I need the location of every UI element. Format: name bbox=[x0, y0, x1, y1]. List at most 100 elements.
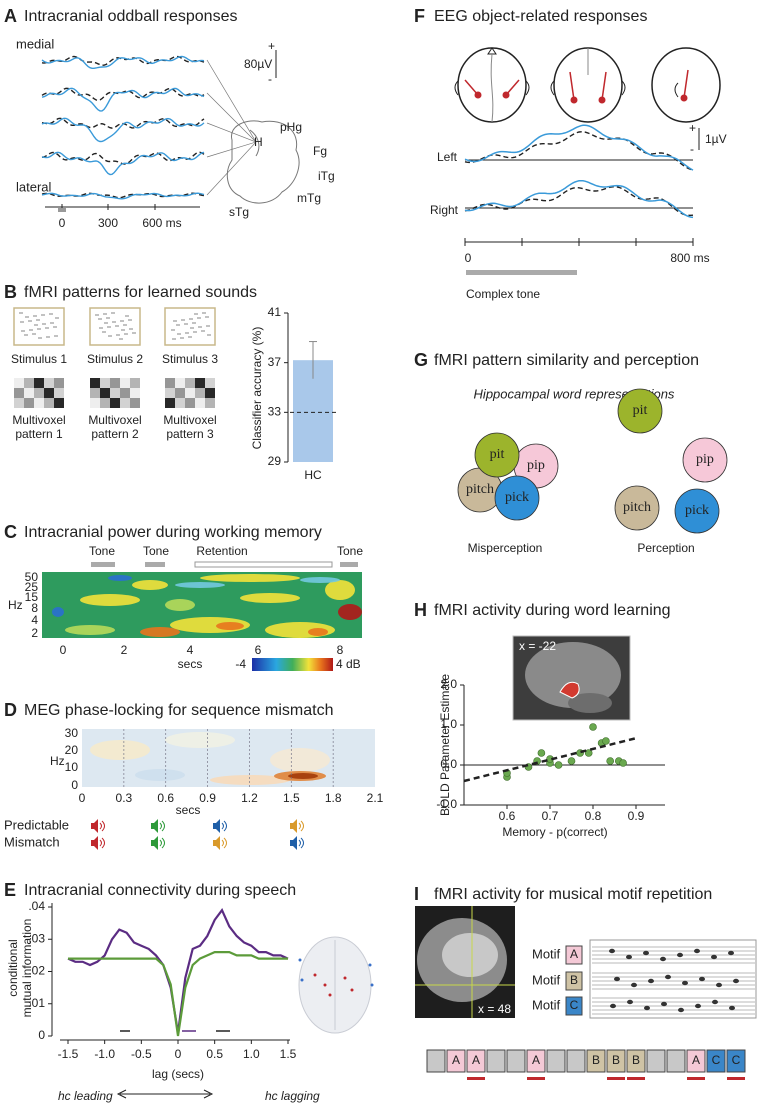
note bbox=[614, 976, 620, 982]
sequence-letter: C bbox=[712, 1053, 721, 1067]
voxel bbox=[44, 398, 54, 408]
speaker-body bbox=[91, 836, 98, 850]
word-circle bbox=[474, 432, 520, 478]
dipole-source bbox=[570, 96, 578, 104]
sequence-letter: A bbox=[692, 1053, 700, 1067]
event-label: Tone bbox=[143, 544, 169, 558]
x-tick-label: 0.6 bbox=[499, 809, 516, 823]
dipole bbox=[683, 69, 689, 99]
electrode-pointer bbox=[206, 92, 257, 143]
colorbar-min: -4 bbox=[235, 657, 246, 671]
sequence-letter: A bbox=[532, 1053, 540, 1067]
phase-blob bbox=[135, 769, 185, 781]
sequence-box bbox=[566, 1049, 586, 1073]
power-blob bbox=[200, 574, 300, 582]
note bbox=[678, 1007, 684, 1013]
y-axis-label: mutual information bbox=[20, 919, 34, 1018]
voxel bbox=[34, 388, 44, 398]
pattern-label: Multivoxel bbox=[12, 413, 65, 427]
stimulus-marker bbox=[58, 208, 66, 212]
sequence-box bbox=[446, 1049, 466, 1073]
region-label: pHg bbox=[280, 120, 302, 134]
motif-box bbox=[565, 996, 583, 1016]
note bbox=[729, 1005, 735, 1011]
voxel bbox=[14, 388, 24, 398]
voxel bbox=[130, 398, 140, 408]
word-label: pip bbox=[527, 458, 545, 473]
region-label: Fg bbox=[313, 144, 327, 158]
y-tick-label: .04 bbox=[28, 899, 45, 913]
repeat-marker bbox=[607, 1077, 625, 1080]
eeg-trace bbox=[464, 124, 694, 171]
speaker-body bbox=[290, 836, 297, 850]
y-tick-label: 2.0 bbox=[440, 677, 457, 691]
event-label: Tone bbox=[337, 544, 363, 558]
x-axis-label: secs bbox=[178, 657, 203, 671]
phase-map-blobs bbox=[90, 732, 330, 785]
power-blob bbox=[108, 575, 132, 581]
power-blob bbox=[240, 593, 300, 603]
phase-blob bbox=[165, 732, 235, 748]
x-tick-label: 0.3 bbox=[116, 791, 133, 805]
trace-oddball bbox=[41, 117, 205, 143]
region-label: iTg bbox=[318, 169, 335, 183]
pattern-label: pattern 1 bbox=[15, 427, 63, 441]
voxel bbox=[100, 388, 110, 398]
word-label: pit bbox=[633, 403, 648, 418]
voxel bbox=[175, 398, 185, 408]
panel-letter: C bbox=[4, 522, 17, 542]
y-tick-label: 8 bbox=[31, 601, 38, 615]
voxel bbox=[90, 388, 100, 398]
note bbox=[609, 948, 615, 954]
dipole-source bbox=[502, 91, 510, 99]
direction-label: hc leading bbox=[58, 1089, 113, 1103]
retention-marker bbox=[194, 561, 333, 568]
panel-letter: D bbox=[4, 700, 17, 720]
x-tick-label: 0 bbox=[60, 643, 67, 657]
note bbox=[626, 954, 632, 960]
scatter-point bbox=[584, 749, 593, 757]
word-circle bbox=[682, 437, 728, 483]
speaker-body bbox=[91, 819, 98, 833]
voxel bbox=[195, 378, 205, 388]
trace-label: Left bbox=[437, 150, 458, 164]
voxel bbox=[205, 378, 215, 388]
electrode bbox=[350, 988, 354, 992]
y-tick-label: 50 bbox=[25, 570, 39, 584]
y-tick-label: 4 bbox=[31, 613, 38, 627]
x-tick-label: 0.9 bbox=[199, 791, 216, 805]
voxel bbox=[110, 398, 120, 408]
voxel bbox=[34, 398, 44, 408]
y-tick-label: 2 bbox=[31, 626, 38, 640]
motif-label: Motif bbox=[532, 946, 561, 961]
y-tick-label: 30 bbox=[65, 726, 79, 740]
power-blob bbox=[165, 599, 195, 611]
mi-line bbox=[68, 951, 288, 1037]
panel-title: Intracranial power during working memory bbox=[24, 524, 322, 541]
speaker-body bbox=[151, 819, 158, 833]
y-tick-label: 0 bbox=[71, 778, 78, 792]
time-tick-label: 600 ms bbox=[142, 216, 181, 230]
medial-label: medial bbox=[16, 36, 54, 51]
voxel bbox=[14, 378, 24, 388]
voxel bbox=[34, 378, 44, 388]
note bbox=[660, 956, 666, 962]
speaker-wave bbox=[298, 837, 304, 849]
colorbar-max: 4 dB bbox=[336, 657, 361, 671]
ear bbox=[454, 80, 530, 96]
speaker-wave bbox=[159, 837, 165, 849]
sequence-box bbox=[686, 1049, 706, 1073]
speaker-icon bbox=[213, 836, 227, 850]
power-blob bbox=[52, 607, 64, 617]
x-tick-label: 8 bbox=[337, 643, 344, 657]
y-tick-label: 20 bbox=[65, 743, 79, 757]
dipole-source bbox=[680, 94, 688, 102]
panel-title: fMRI activity during word learning bbox=[434, 602, 671, 619]
scale-minus: - bbox=[268, 72, 272, 86]
y-tick-label: 25 bbox=[25, 580, 39, 594]
power-blob bbox=[175, 582, 225, 588]
direction-label: hc lagging bbox=[265, 1089, 320, 1103]
x-tick-label: 2.1 bbox=[367, 791, 384, 805]
x-tick-label: 0 bbox=[79, 791, 86, 805]
